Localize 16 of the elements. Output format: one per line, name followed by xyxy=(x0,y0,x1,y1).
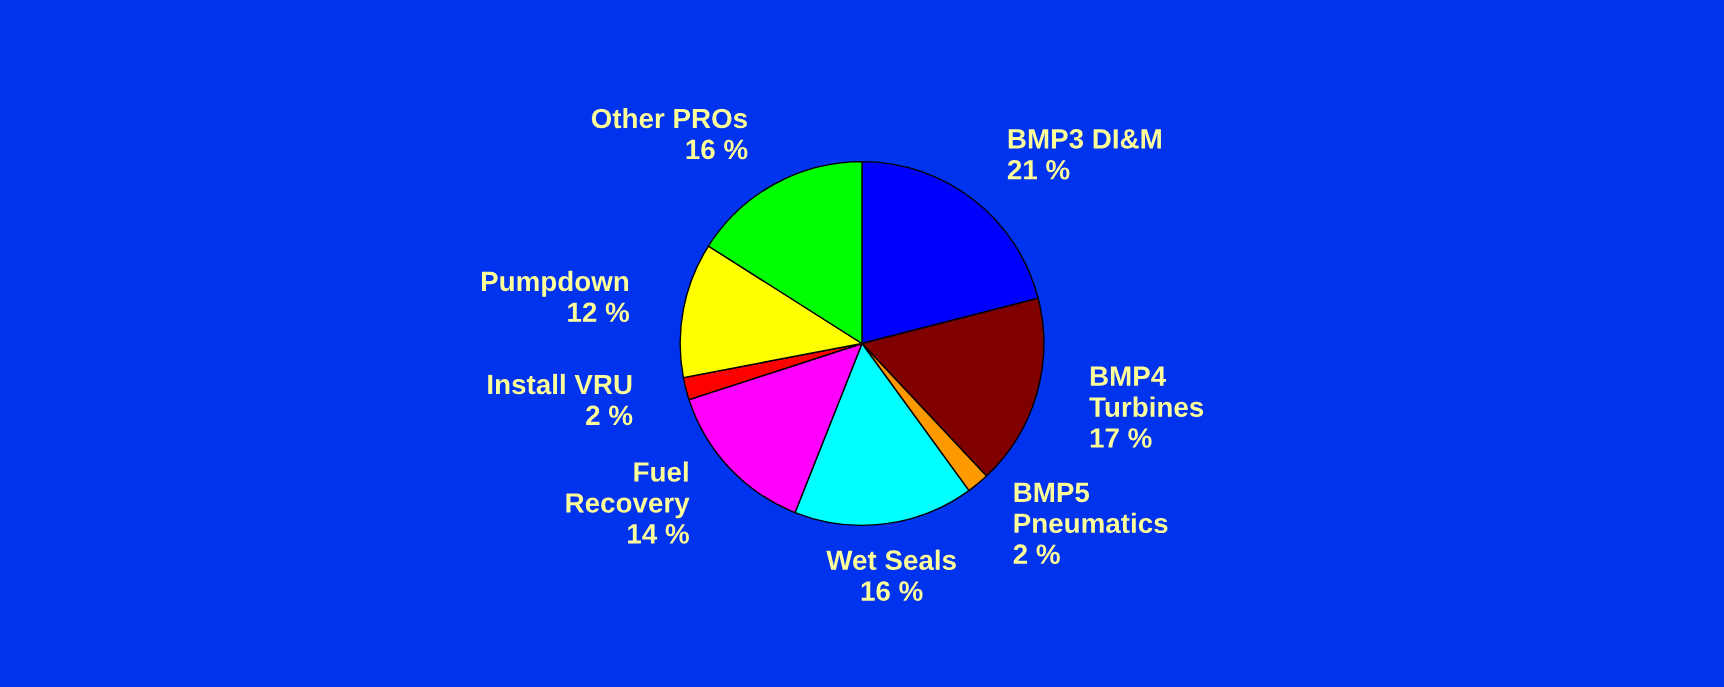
slice-label: Wet Seals xyxy=(826,549,956,571)
slice-label: BMP5 Pneumatics xyxy=(1014,482,1168,534)
data-label: 16 % xyxy=(861,581,923,601)
data-label: 12 % xyxy=(568,302,630,323)
data-label: 2 % xyxy=(1013,544,1060,564)
slice-label: Install VRU xyxy=(488,373,632,395)
data-label: 14 % xyxy=(628,524,689,544)
data-label: 17 % xyxy=(1090,428,1152,448)
data-label: 2 % xyxy=(586,405,633,426)
slice-label: Pumpdown xyxy=(481,270,629,297)
data-label: 21 % xyxy=(1007,159,1070,180)
data-label: 16 % xyxy=(686,139,748,160)
slice-label: BMP3 DI&M xyxy=(1008,129,1161,149)
slice-label: Other PROs xyxy=(591,107,747,129)
slice-label: BMP4 Turbines xyxy=(1089,366,1204,417)
slice-label: Fuel Recovery xyxy=(566,461,690,519)
